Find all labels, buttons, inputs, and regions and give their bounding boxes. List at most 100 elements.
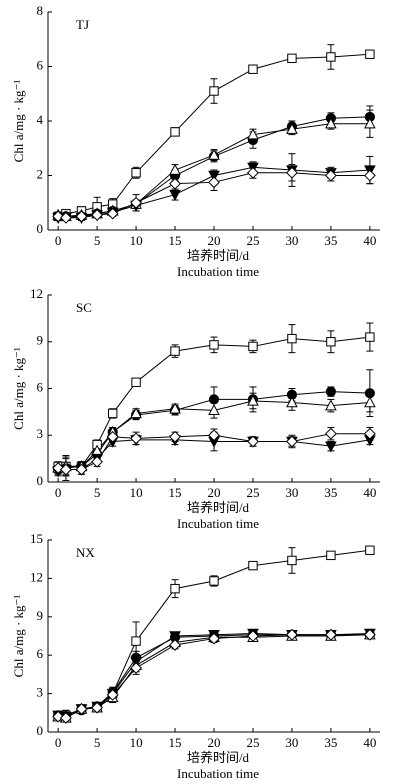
x-tick-label: 20 (208, 735, 221, 750)
y-tick-label: 3 (37, 426, 44, 441)
x-tick-label: 30 (285, 233, 298, 248)
x-tick-label: 10 (130, 485, 143, 500)
series-line (58, 116, 370, 217)
marker (208, 176, 220, 189)
marker (169, 402, 181, 414)
marker (364, 396, 376, 408)
marker (106, 430, 119, 443)
marker (363, 169, 376, 182)
marker (286, 435, 298, 448)
marker (208, 170, 220, 182)
marker (169, 189, 181, 201)
marker (209, 86, 219, 96)
marker (169, 639, 181, 651)
marker (247, 394, 259, 406)
marker (170, 346, 180, 356)
x-tick-label: 10 (130, 735, 143, 750)
marker (209, 340, 219, 350)
x-tick-label: 25 (246, 735, 259, 750)
x-tick-label: 30 (285, 735, 298, 750)
marker (325, 441, 337, 453)
y-axis-label: Chl a/mg · kg⁻¹ (11, 595, 26, 678)
marker (75, 703, 88, 715)
marker (287, 53, 297, 64)
marker (91, 209, 104, 221)
y-axis-label: Chl a/mg · kg⁻¹ (11, 347, 26, 430)
x-tick-label: 25 (246, 485, 259, 500)
marker (169, 163, 181, 175)
marker (363, 628, 376, 641)
x-tick-label: 25 (246, 233, 259, 248)
panel-label: NX (76, 545, 95, 560)
marker (324, 169, 337, 182)
x-tick-label: 0 (55, 485, 62, 500)
marker (131, 377, 141, 387)
y-tick-label: 9 (37, 608, 44, 623)
y-tick-label: 2 (37, 166, 44, 181)
x-tick-label: 10 (130, 233, 143, 248)
marker (60, 463, 72, 476)
y-tick-label: 0 (37, 473, 44, 488)
marker (287, 555, 297, 566)
x-axis-label-en: Incubation time (177, 264, 259, 279)
series-line (58, 634, 370, 718)
x-tick-label: 0 (55, 233, 62, 248)
marker (209, 576, 219, 586)
marker (286, 122, 298, 134)
marker (169, 631, 181, 643)
x-axis-label-en: Incubation time (177, 516, 259, 531)
marker (107, 408, 118, 419)
panel-label: TJ (76, 17, 89, 32)
marker (208, 404, 220, 416)
marker (365, 332, 375, 342)
marker (106, 688, 119, 701)
x-axis-label-en: Incubation time (177, 766, 259, 781)
marker (130, 662, 142, 674)
marker (325, 386, 337, 397)
marker (208, 394, 220, 405)
marker (363, 427, 376, 440)
y-tick-label: 0 (37, 221, 44, 236)
marker (208, 632, 220, 645)
marker (365, 545, 375, 555)
marker (75, 463, 88, 476)
x-tick-label: 0 (55, 735, 62, 750)
marker (106, 207, 119, 220)
marker (170, 583, 180, 594)
series-line (58, 632, 370, 718)
y-axis-label: Chl a/mg · kg⁻¹ (11, 80, 26, 163)
marker (169, 177, 181, 190)
marker (208, 429, 220, 442)
series-line (58, 634, 370, 719)
marker (91, 701, 104, 714)
marker (247, 166, 259, 179)
marker (325, 399, 337, 411)
x-tick-label: 5 (94, 233, 101, 248)
marker (286, 166, 298, 179)
marker (131, 636, 141, 646)
marker (326, 52, 336, 62)
x-tick-label: 5 (94, 735, 101, 750)
marker (324, 427, 337, 440)
x-tick-label: 35 (324, 735, 337, 750)
marker (286, 628, 298, 641)
x-axis-label: 培养时间/d (187, 248, 250, 263)
marker (326, 337, 336, 347)
marker (247, 128, 259, 140)
x-tick-label: 30 (285, 485, 298, 500)
x-tick-label: 35 (324, 485, 337, 500)
marker (324, 628, 337, 641)
x-tick-label: 15 (169, 233, 182, 248)
series-line (58, 634, 370, 719)
x-tick-label: 5 (94, 485, 101, 500)
y-tick-label: 15 (30, 531, 43, 546)
marker (364, 117, 376, 129)
x-tick-label: 20 (208, 485, 221, 500)
marker (248, 64, 258, 74)
y-tick-label: 12 (30, 569, 43, 584)
marker (286, 396, 298, 408)
marker (248, 560, 258, 571)
y-tick-label: 9 (37, 333, 44, 348)
marker (130, 196, 142, 209)
